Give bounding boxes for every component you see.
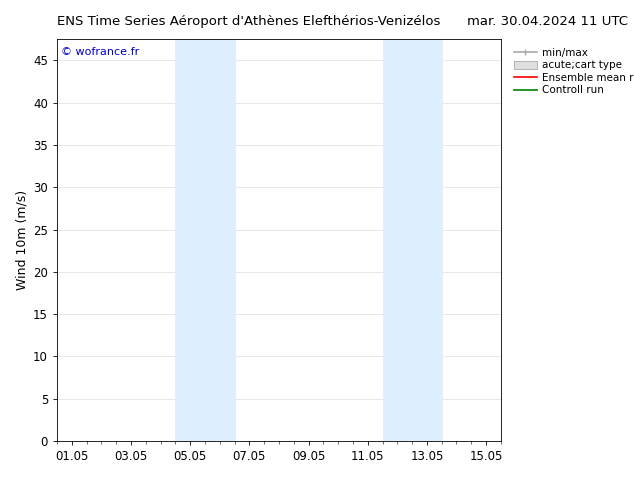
Text: © wofrance.fr: © wofrance.fr <box>61 47 139 57</box>
Bar <box>176 39 235 441</box>
Text: ENS Time Series Aéroport d'Athènes Elefthérios-Venizélos: ENS Time Series Aéroport d'Athènes Eleft… <box>57 15 441 28</box>
Y-axis label: Wind 10m (m/s): Wind 10m (m/s) <box>16 190 29 290</box>
Text: mar. 30.04.2024 11 UTC: mar. 30.04.2024 11 UTC <box>467 15 628 28</box>
Bar <box>382 39 442 441</box>
Legend: min/max, acute;cart type, Ensemble mean run, Controll run: min/max, acute;cart type, Ensemble mean … <box>510 45 634 98</box>
